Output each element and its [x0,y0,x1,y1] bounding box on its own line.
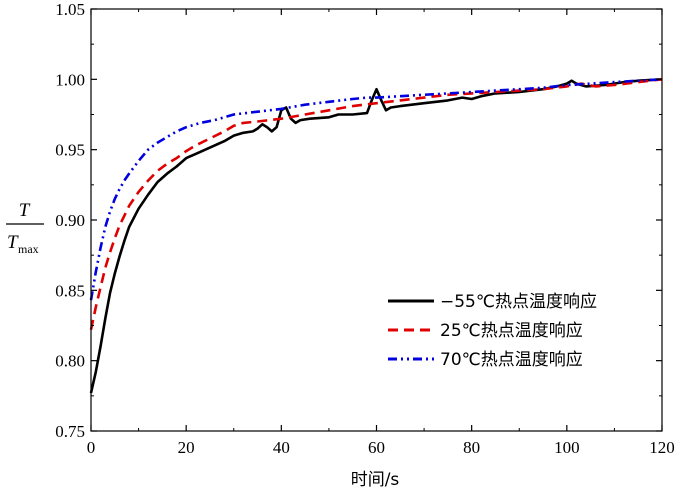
series-line-0 [89,78,663,394]
axis-layer: 0 20 40 60 80 100 120 0.75 0.80 0.85 0.90 0.95 1.00 1… [55,0,675,457]
y-tick-label: 0.80 [55,352,85,371]
legend-label-1: 25℃热点温度响应 [440,321,583,341]
x-tick-label: 0 [87,438,96,457]
x-tick-label: 20 [178,438,195,457]
plot-layer [89,78,663,394]
y-axis-title-denominator-subscript: max [18,242,39,256]
series-line-2 [89,78,663,301]
y-axis-title-numerator: T [19,200,31,221]
x-tick-label: 60 [368,438,385,457]
y-tick-label: 0.85 [55,281,85,300]
x-tick-label: 40 [273,438,290,457]
y-tick-label: 1.05 [55,0,85,19]
legend-label-2: 70℃热点温度响应 [440,350,583,370]
y-tick-label: 0.75 [55,422,85,441]
legend-label-0: −55℃热点温度响应 [440,292,597,312]
y-tick-label: 1.00 [55,70,85,89]
x-tick-label: 80 [463,438,480,457]
y-tick-label: 0.95 [55,141,85,160]
x-axis-title: 时间/s [351,470,400,490]
legend: −55℃热点温度响应 25℃热点温度响应 70℃热点温度响应 [388,292,597,370]
y-tick-label: 0.90 [55,211,85,230]
y-axis-title-denominator: T [7,232,19,253]
y-axis-title: T T max [6,200,44,256]
x-tick-label: 100 [554,438,580,457]
series-line-1 [89,78,663,330]
x-tick-label: 120 [649,438,675,457]
